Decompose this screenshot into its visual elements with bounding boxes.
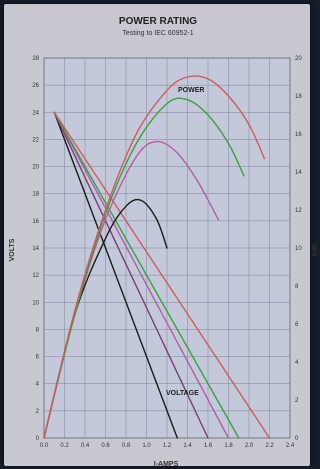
y-left-tick-label: 4 — [36, 382, 40, 388]
y-left-tick-label: 24 — [32, 110, 39, 116]
x-tick-label: 1.0 — [142, 443, 151, 449]
y-left-tick-label: 26 — [32, 83, 39, 89]
y-axis-label-left: VOLTS — [9, 238, 16, 261]
tick-labels: 0.0 0.2 0.4 0.6 0.8 1.0 1.2 1.4 1.6 1.8 2.0 2.2 2.40… — [32, 56, 302, 449]
y-right-tick-label: 8 — [295, 284, 299, 290]
x-tick-label: 0.4 — [81, 443, 90, 449]
y-left-tick-label: 2 — [36, 409, 40, 415]
y-left-tick-label: 12 — [32, 273, 39, 279]
y-right-tick-label: 16 — [295, 132, 302, 138]
y-axis-label-right: W/A — [310, 243, 317, 257]
y-left-tick-label: 10 — [32, 300, 39, 306]
series-lines — [43, 75, 271, 439]
y-right-tick-label: 18 — [295, 94, 302, 100]
power-annotation: POWER — [178, 87, 204, 94]
y-left-tick-label: 14 — [32, 246, 39, 252]
x-tick-label: 1.2 — [163, 443, 172, 449]
y-left-tick-label: 6 — [36, 355, 40, 361]
voltage-line-3 — [53, 111, 240, 439]
y-left-tick-label: 0 — [36, 436, 40, 442]
y-right-tick-label: 10 — [295, 246, 302, 252]
x-tick-label: 1.4 — [183, 443, 192, 449]
y-right-tick-label: 20 — [295, 56, 302, 62]
y-left-tick-label: 8 — [36, 327, 40, 333]
x-axis-label: I-AMPS — [154, 461, 179, 468]
power-line-8 — [43, 75, 266, 439]
y-right-tick-label: 6 — [295, 322, 299, 328]
y-right-tick-label: 4 — [295, 360, 299, 366]
y-left-tick-label: 16 — [32, 219, 39, 225]
y-right-tick-label: 12 — [295, 208, 302, 214]
voltage-line-1 — [53, 111, 209, 439]
y-left-tick-label: 18 — [32, 192, 39, 198]
x-tick-label: 1.8 — [224, 443, 233, 449]
x-tick-label: 0.0 — [40, 443, 49, 449]
x-tick-label: 2.4 — [286, 443, 295, 449]
x-tick-label: 1.6 — [204, 443, 213, 449]
voltage-line-4 — [53, 111, 271, 439]
y-left-tick-label: 28 — [32, 56, 39, 62]
voltage-line-0 — [53, 111, 178, 439]
x-tick-label: 0.8 — [122, 443, 131, 449]
voltage-line-2 — [53, 111, 230, 439]
power-line-7 — [43, 97, 245, 439]
chart-subtitle: Testing to IEC 60952-1 — [122, 30, 193, 37]
y-left-tick-label: 22 — [32, 137, 39, 143]
chart-title: POWER RATING — [119, 16, 197, 27]
y-right-tick-label: 2 — [295, 398, 299, 404]
x-tick-label: 2.0 — [245, 443, 254, 449]
y-right-tick-label: 14 — [295, 170, 302, 176]
x-tick-label: 0.6 — [101, 443, 110, 449]
x-tick-label: 2.2 — [265, 443, 274, 449]
y-left-tick-label: 20 — [32, 165, 39, 171]
y-right-tick-label: 0 — [295, 436, 299, 442]
x-tick-label: 0.2 — [60, 443, 69, 449]
voltage-annotation: VOLTAGE — [166, 390, 199, 397]
